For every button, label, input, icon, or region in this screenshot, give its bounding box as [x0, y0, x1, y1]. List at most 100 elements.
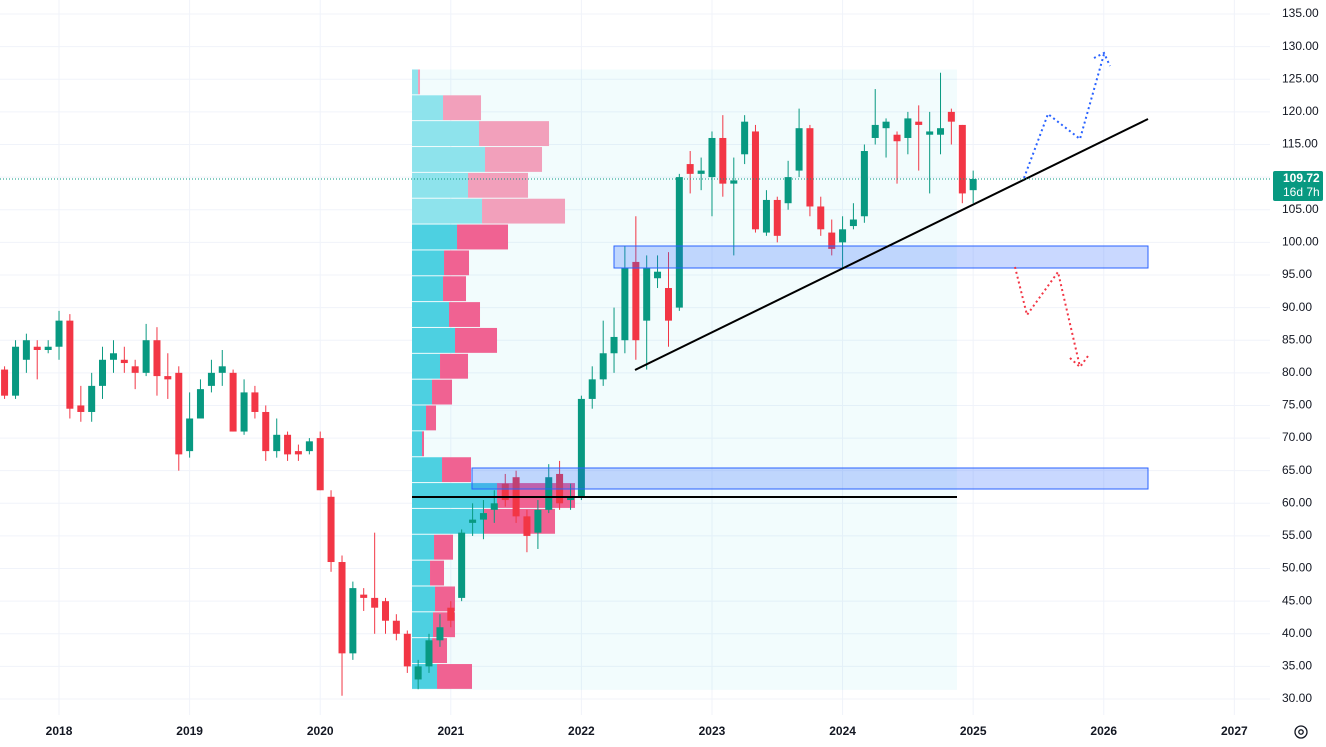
y-tick-label: 120.00	[1282, 104, 1319, 118]
y-tick-label: 80.00	[1282, 365, 1312, 379]
profile-buy	[412, 612, 434, 638]
candle-body	[654, 271, 662, 279]
candle-body	[610, 336, 618, 354]
candle-body	[708, 137, 716, 178]
candle-body	[22, 340, 30, 360]
profile-buy	[412, 353, 441, 379]
candle-body	[697, 170, 705, 174]
candle-body	[240, 392, 248, 432]
candle-body	[751, 131, 759, 230]
y-tick-label: 125.00	[1282, 71, 1319, 85]
profile-buy	[412, 121, 480, 147]
profile-buy	[412, 224, 458, 250]
candle-body	[273, 434, 281, 452]
y-tick-label: 45.00	[1282, 593, 1312, 607]
x-tick-label: 2021	[437, 724, 464, 738]
y-tick-label: 50.00	[1282, 561, 1312, 575]
profile-buy	[412, 431, 423, 457]
profile-sell	[432, 638, 448, 664]
candle-body	[164, 376, 172, 380]
settings-icon[interactable]	[1294, 725, 1308, 739]
zone	[613, 245, 1149, 269]
candle-body	[196, 389, 204, 419]
profile-sell	[442, 457, 472, 483]
candle-body	[501, 483, 509, 501]
arrow-head	[1069, 355, 1089, 369]
candle-body	[218, 366, 226, 373]
profile-sell	[440, 353, 469, 379]
y-tick-label: 30.00	[1282, 691, 1312, 705]
y-tick-label: 35.00	[1282, 659, 1312, 673]
profile-sell	[455, 327, 498, 353]
y-tick-label: 70.00	[1282, 430, 1312, 444]
axes: 30.00 35.00 40.00 45.00 50.00 55.00 60.00 65.00…	[0, 6, 1323, 738]
y-tick-label: 95.00	[1282, 267, 1312, 281]
candle-body	[882, 121, 890, 129]
profile-sell	[449, 302, 481, 327]
candle-body	[806, 128, 814, 207]
x-tick-label: 2018	[46, 724, 73, 738]
y-tick-label: 115.00	[1282, 137, 1318, 151]
candle-body	[251, 392, 259, 412]
candle-body	[403, 633, 411, 667]
y-tick-label: 100.00	[1282, 235, 1319, 249]
y-tick-label: 40.00	[1282, 626, 1312, 640]
candle-body	[88, 385, 96, 412]
countdown-label: 16d 7h	[1283, 185, 1320, 199]
candle-body	[849, 219, 857, 227]
candle-body	[926, 131, 934, 135]
candle-body	[1, 369, 9, 396]
candle-body	[360, 594, 368, 598]
candle-body	[425, 640, 433, 667]
candle-body	[392, 620, 400, 634]
profile-buy	[412, 586, 436, 612]
profile-sell	[457, 224, 509, 250]
profile-buy	[412, 327, 456, 353]
candle-body	[44, 346, 52, 350]
drawings	[412, 51, 1149, 498]
y-tick-label: 130.00	[1282, 39, 1319, 53]
candle-body	[937, 128, 945, 135]
trend-line	[634, 118, 1149, 371]
profile-buy	[412, 69, 419, 95]
profile-buy	[412, 276, 444, 302]
candle-body	[338, 562, 346, 654]
x-tick-label: 2027	[1221, 724, 1248, 738]
candle-body	[599, 353, 607, 380]
candle-body	[577, 398, 585, 497]
y-tick-label: 75.00	[1282, 398, 1312, 412]
candle-body	[284, 434, 292, 455]
candle-body	[371, 597, 379, 608]
candle-body	[795, 128, 803, 171]
x-tick-label: 2019	[176, 724, 203, 738]
profile-buy	[412, 379, 433, 405]
projection-down	[1014, 266, 1081, 368]
candle-body	[120, 359, 128, 364]
profile-sell	[437, 664, 473, 689]
icon-core	[1298, 729, 1304, 735]
profile-sell	[422, 431, 425, 457]
profile-buy	[412, 172, 469, 198]
profile-buy	[412, 560, 431, 586]
candle-body	[534, 509, 542, 533]
candle-body	[229, 372, 237, 432]
candle-body	[643, 268, 651, 321]
y-tick-label: 65.00	[1282, 463, 1312, 477]
candle-body	[871, 124, 879, 138]
candle-body	[915, 121, 923, 125]
y-tick-label: 135.00	[1282, 6, 1319, 20]
candle-body	[817, 206, 825, 230]
candle-body	[436, 627, 444, 641]
candle-body	[12, 346, 20, 396]
candle-body	[77, 405, 85, 412]
candle-body	[762, 199, 770, 233]
candle-body	[469, 519, 477, 523]
candle-body	[904, 118, 912, 138]
candle-body	[207, 372, 215, 386]
y-tick-label: 60.00	[1282, 495, 1312, 509]
profile-sell	[430, 560, 445, 586]
arrow-head	[1093, 51, 1111, 67]
y-tick-label: 55.00	[1282, 528, 1312, 542]
candle-body	[719, 137, 727, 184]
candle-body	[958, 124, 966, 194]
